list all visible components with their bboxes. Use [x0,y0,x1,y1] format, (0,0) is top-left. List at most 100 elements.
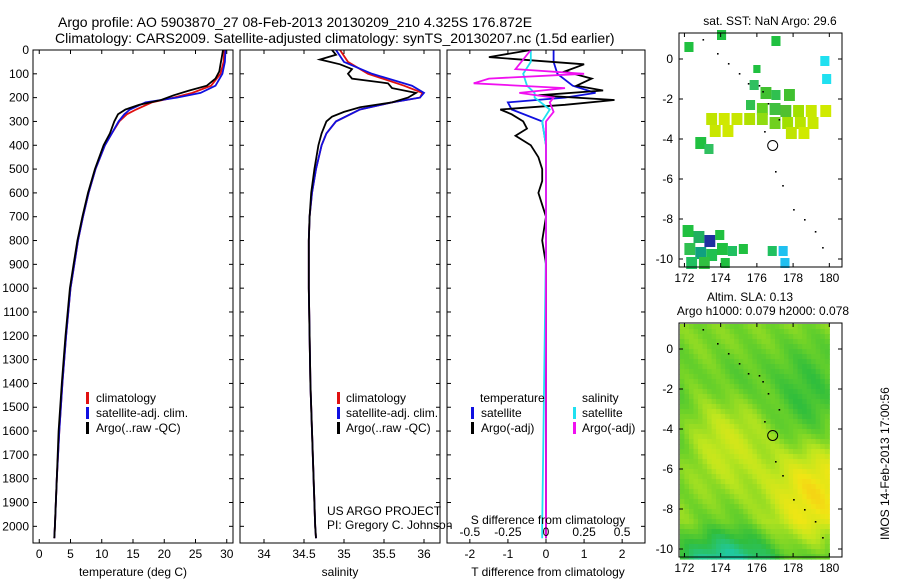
sla-cell [684,324,690,330]
sla-cell [725,384,731,390]
sla-cell [702,334,708,340]
sla-cell [765,334,771,340]
sla-cell [756,434,762,440]
sla-cell [747,409,753,415]
sla-cell [788,504,794,510]
sla-cell [756,349,762,355]
y-tick-label: 300 [9,114,29,128]
sla-cell [770,494,776,500]
sla-cell [752,399,758,405]
sla-cell [734,344,740,350]
sla-cell [815,394,821,400]
sla-cell [806,534,812,540]
sla-cell [702,339,708,345]
sla-cell [679,359,685,365]
sla-cell [711,484,717,490]
sst-cell [820,56,830,66]
sla-cell [793,359,799,365]
sla-cell [756,539,762,545]
sla-cell [802,414,808,420]
sla-cell [711,334,717,340]
temperature-legend: climatology satellite-adj. clim. Argo(..… [86,391,188,435]
sla-cell [820,534,826,540]
sla-cell [811,479,817,485]
sla-cell [824,499,830,505]
sla-cell [725,459,731,465]
sla-cell [698,539,704,545]
sla-cell [802,494,808,500]
sla-cell [702,419,708,425]
sla-cell [761,439,767,445]
sla-cell [761,429,767,435]
sla-cell [752,339,758,345]
sla-cell [747,324,753,330]
sla-cell [729,479,735,485]
sla-cell [711,354,717,360]
sla-cell [702,404,708,410]
sla-cell [793,374,799,380]
sla-cell [784,529,790,535]
island-dot [758,375,761,377]
sla-cell [747,374,753,380]
sla-cell [716,459,722,465]
sla-cell [784,494,790,500]
sla-cell [747,529,753,535]
sla-cell [716,534,722,540]
sla-cell [756,489,762,495]
sla-cell [820,369,826,375]
sla-cell [802,539,808,545]
island-dot [747,373,750,375]
sla-cell [793,379,799,385]
island-dot [793,499,795,501]
sla-cell [738,519,744,525]
sla-cell [793,424,799,430]
sla-cell [716,474,722,480]
sla-cell [788,354,794,360]
sla-cell [702,384,708,390]
sla-cell [811,354,817,360]
sla-cell [770,544,776,550]
sla-cell [793,514,799,520]
sla-cell [679,354,685,360]
sla-cell [765,469,771,475]
sla-cell [684,464,690,470]
sst-cell [715,230,725,240]
sla-cell [756,439,762,445]
sla-cell [729,439,735,445]
sla-cell [720,454,726,460]
sla-cell [693,329,699,335]
sla-cell [806,349,812,355]
sla-cell [765,374,771,380]
sla-cell [747,354,753,360]
sla-cell [788,444,794,450]
x-tick-label: 2 [619,547,626,561]
sla-cell [725,404,731,410]
sla-cell [684,329,690,335]
sla-cell [775,514,781,520]
sla-cell [693,504,699,510]
sla-cell [738,534,744,540]
x-top-tick-label: -0.25 [494,525,522,539]
sla-cell [684,359,690,365]
sla-cell [711,424,717,430]
sla-cell [788,484,794,490]
sla-cell [725,544,731,550]
sla-cell [720,399,726,405]
sla-cell [824,484,830,490]
sla-cell [756,329,762,335]
sla-cell [693,454,699,460]
sla-cell [752,429,758,435]
sla-cell [756,459,762,465]
sla-cell [765,459,771,465]
series-line-argo-raw-qc [53,50,224,539]
sla-cell [824,454,830,460]
sla-cell [797,479,803,485]
sla-cell [775,329,781,335]
sla-cell [802,349,808,355]
sla-cell [820,424,826,430]
sla-cell [702,434,708,440]
sla-cell [806,479,812,485]
sla-cell [716,454,722,460]
sla-cell [806,469,812,475]
sla-cell [775,419,781,425]
